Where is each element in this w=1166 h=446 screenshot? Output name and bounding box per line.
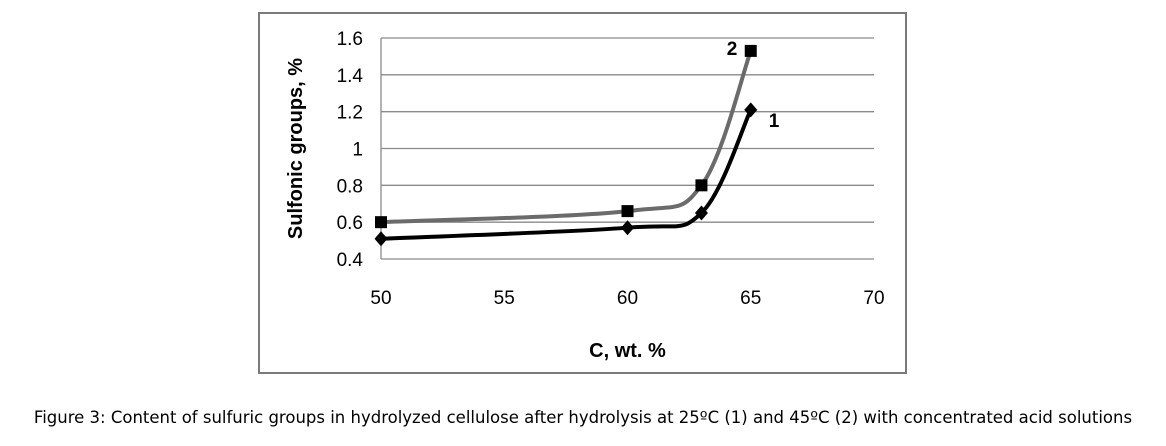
x-tick-label: 60 — [617, 288, 638, 309]
chart: 0.40.60.811.21.41.6 50 55 60 65 70 21 C, wt.… — [285, 29, 885, 362]
x-tick-labels: 50 55 60 65 70 — [370, 288, 884, 309]
series-1-marker — [621, 220, 634, 236]
series-1-marker — [744, 102, 758, 118]
x-tick-label: 65 — [740, 288, 761, 309]
series-1-label: 1 — [769, 111, 780, 132]
figure-caption: Figure 3: Content of sulfuric groups in … — [33, 408, 1133, 427]
series-1-line — [380, 108, 753, 241]
series-2-line — [380, 50, 753, 225]
series-1-marker — [694, 205, 708, 221]
x-tick-label: 50 — [370, 288, 391, 309]
y-tick-label: 0.8 — [337, 176, 363, 197]
y-tick-label: 0.6 — [337, 213, 363, 234]
y-tick-label: 0.4 — [337, 250, 364, 271]
series-2-marker — [375, 216, 387, 229]
gridlines — [381, 37, 874, 260]
y-tick-label: 1.2 — [337, 103, 363, 124]
series-2-marker — [621, 205, 634, 218]
series-2-marker — [744, 44, 757, 57]
y-axis-title: Sulfonic groups, % — [285, 58, 307, 239]
x-tick-label: 70 — [863, 288, 884, 309]
y-tick-labels: 0.4 0.6 0.8 1 1.2 1.4 1.6 — [337, 29, 364, 271]
x-axis-title: C, wt. % — [589, 340, 666, 362]
series-2-label: 2 — [727, 39, 738, 60]
y-tick-label: 1 — [352, 140, 363, 161]
y-tick-label: 1.4 — [337, 66, 364, 87]
x-tick-label: 55 — [494, 288, 515, 309]
y-tick-label: 1.6 — [337, 29, 363, 50]
series-layer: 21 — [374, 39, 780, 247]
series-1-marker — [374, 231, 388, 247]
series-2-marker — [695, 179, 708, 192]
